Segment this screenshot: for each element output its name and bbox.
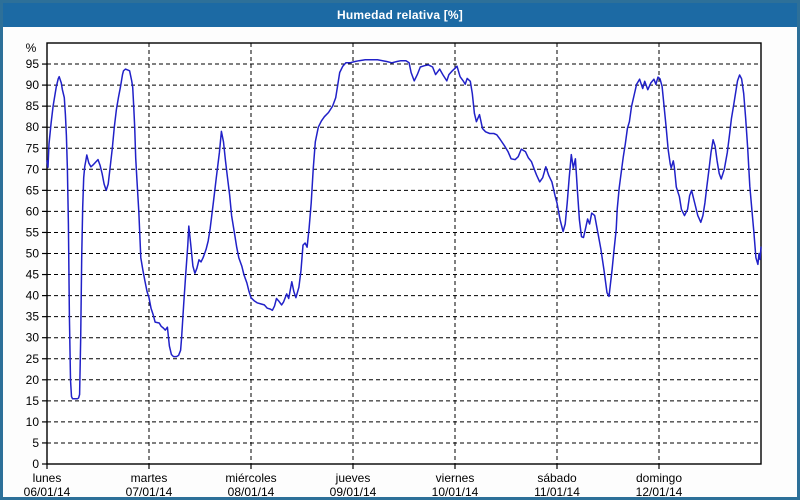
x-axis-day-name-5: sábado xyxy=(537,471,577,485)
y-axis-label-35: 35 xyxy=(26,310,40,324)
y-axis-unit-label: % xyxy=(26,41,37,55)
y-axis-label-0: 0 xyxy=(32,457,39,471)
x-axis-day-name-3: jueves xyxy=(335,471,371,485)
y-axis-label-10: 10 xyxy=(26,415,40,429)
window-title: Humedad relativa [%] xyxy=(336,8,464,22)
y-axis-label-85: 85 xyxy=(26,99,40,113)
y-axis-label-75: 75 xyxy=(26,141,40,155)
y-axis-label-25: 25 xyxy=(26,352,40,366)
humidity-line-chart: 0 5 10 15 20 25 30 35 40 45 50 55 60 65 70 75 80 85 90 95 lu… xyxy=(24,41,762,499)
x-axis-day-date-0: 06/01/14 xyxy=(24,485,71,499)
x-axis-day-date-4: 10/01/14 xyxy=(432,485,479,499)
y-axis-label-70: 70 xyxy=(26,162,40,176)
y-axis-label-50: 50 xyxy=(26,247,40,261)
y-axis-label-40: 40 xyxy=(26,289,40,303)
y-axis-label-45: 45 xyxy=(26,268,40,282)
y-axis-label-55: 55 xyxy=(26,225,40,239)
y-axis-label-95: 95 xyxy=(26,57,40,71)
y-axis-label-60: 60 xyxy=(26,204,40,218)
x-axis-day-name-1: martes xyxy=(131,471,168,485)
x-axis-day-date-1: 07/01/14 xyxy=(126,485,173,499)
y-axis-label-5: 5 xyxy=(32,436,39,450)
x-axis-day-date-5: 11/01/14 xyxy=(534,485,580,499)
y-axis-label-30: 30 xyxy=(26,331,40,345)
window-titlebar: Humedad relativa [%] xyxy=(3,3,797,27)
y-axis-label-15: 15 xyxy=(26,394,40,408)
y-axis-label-65: 65 xyxy=(26,183,40,197)
y-axis-label-90: 90 xyxy=(26,78,40,92)
x-axis-day-date-2: 08/01/14 xyxy=(228,485,275,499)
x-axis-day-date-3: 09/01/14 xyxy=(330,485,377,499)
y-axis-label-20: 20 xyxy=(26,373,40,387)
x-axis-day-name-4: viernes xyxy=(436,471,475,485)
y-axis-label-80: 80 xyxy=(26,120,40,134)
data-line-humidity xyxy=(46,59,762,400)
x-axis-day-date-6: 12/01/14 xyxy=(636,485,683,499)
x-axis-day-name-6: domingo xyxy=(636,471,682,485)
x-axis-day-name-0: lunes xyxy=(33,471,62,485)
x-axis-day-name-2: miércoles xyxy=(225,471,276,485)
